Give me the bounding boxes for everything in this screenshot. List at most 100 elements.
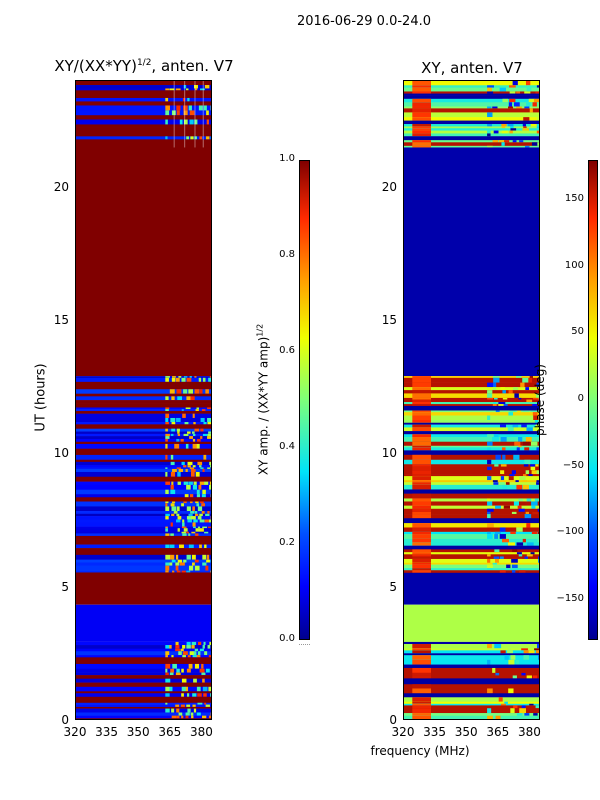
heatmap-cell — [412, 390, 431, 394]
heatmap-cell — [209, 484, 211, 490]
heatmap-cell — [177, 396, 183, 401]
heatmap-gap-2 — [194, 81, 196, 148]
heatmap-cell — [207, 417, 211, 423]
heatmap-cell — [528, 474, 533, 477]
heatmap-cell — [504, 140, 510, 143]
heatmap-row-2-30 — [404, 474, 539, 477]
heatmap-row-5-23 — [76, 715, 211, 719]
heatmap-row-2-14 — [404, 419, 539, 424]
heatmap-row-0-17 — [76, 139, 211, 143]
heatmap-row-2-58 — [76, 565, 211, 571]
heatmap-cell — [181, 461, 185, 466]
heatmap-cell — [177, 431, 180, 434]
heatmap-cell — [196, 407, 200, 410]
heatmap-cell — [537, 402, 539, 405]
phase-x-tick-label: 320 — [391, 725, 415, 739]
heatmap-row-0-21 — [404, 145, 539, 148]
heatmap-cell — [514, 568, 521, 571]
heatmap-cell — [500, 470, 505, 475]
heatmap-row-0-1 — [404, 85, 539, 88]
heatmap-cell — [171, 506, 177, 512]
heatmap-cell — [178, 468, 184, 472]
heatmap-cell — [190, 468, 196, 472]
heatmap-cell — [171, 396, 175, 401]
heatmap-cell — [518, 498, 523, 502]
heatmap-cell — [171, 559, 176, 563]
heatmap-cell — [176, 105, 181, 111]
heatmap-row-5-17 — [404, 701, 539, 705]
heatmap-cell — [183, 465, 187, 468]
heatmap-row-5-19 — [404, 705, 539, 709]
heatmap-cell — [165, 110, 170, 116]
heatmap-row-0-8 — [404, 106, 539, 109]
heatmap-cell — [203, 422, 207, 425]
heatmap-cell — [503, 404, 508, 406]
heatmap-cell — [171, 513, 175, 517]
heatmap-cell — [176, 428, 180, 432]
heatmap-cell — [188, 105, 192, 111]
heatmap-cell — [487, 523, 494, 528]
heatmap-cell — [412, 708, 431, 714]
heatmap-cell — [538, 556, 539, 559]
heatmap-cell — [412, 655, 431, 660]
amp-colorbar-label-exp: 1/2 — [255, 323, 265, 337]
amp-x-tick-label: 350 — [126, 725, 150, 739]
heatmap-cell — [196, 712, 201, 716]
heatmap-cell — [501, 130, 508, 134]
heatmap-row-5-10 — [76, 675, 211, 680]
heatmap-row-2-38 — [76, 501, 211, 504]
heatmap-cell — [187, 465, 191, 468]
heatmap-cell — [532, 397, 539, 400]
heatmap-cell — [165, 417, 169, 423]
heatmap-cell — [412, 466, 431, 471]
heatmap-row-2-40 — [404, 505, 539, 510]
amp-colorbar-tick-label: 1.0 — [279, 153, 295, 164]
heatmap-cell — [412, 126, 431, 129]
heatmap-cell — [412, 570, 431, 573]
heatmap-cell — [499, 482, 505, 485]
heatmap-cell — [526, 523, 531, 528]
heatmap-cell — [524, 447, 530, 451]
heatmap-row-2-41 — [404, 508, 539, 513]
heatmap-cell — [202, 562, 207, 566]
heatmap-cell — [165, 693, 170, 697]
heatmap-cell — [189, 376, 192, 378]
heatmap-cell — [412, 564, 431, 569]
heatmap-cell — [535, 650, 539, 654]
heatmap-row-2-23 — [76, 448, 211, 453]
heatmap-row-5-9 — [76, 672, 211, 676]
heatmap-cell — [186, 377, 192, 382]
heatmap-row-5-0 — [404, 641, 539, 645]
heatmap-cell — [182, 655, 186, 658]
heatmap-row-0-14 — [76, 130, 211, 134]
heatmap-cell — [165, 570, 169, 573]
heatmap-cell — [412, 511, 431, 515]
heatmap-cell — [516, 713, 523, 716]
amp-y-tick-label: 0 — [61, 713, 69, 727]
heatmap-row-0-18 — [76, 142, 211, 146]
heatmap-cell — [207, 526, 211, 529]
heatmap-cell — [165, 489, 169, 495]
heatmap-row-0-0 — [76, 81, 211, 86]
heatmap-row-0-4 — [76, 93, 211, 96]
heatmap-row-2-22 — [76, 443, 211, 449]
heatmap-cell — [487, 508, 494, 512]
heatmap-cell — [487, 112, 493, 118]
heatmap-cell — [524, 106, 530, 109]
heatmap-row-2-36 — [76, 494, 211, 498]
heatmap-row-0-4 — [404, 93, 539, 96]
heatmap-row-2-59 — [404, 564, 539, 569]
heatmap-cell — [206, 554, 210, 560]
heatmap-row-2-54 — [76, 550, 211, 556]
heatmap-cell — [508, 476, 514, 481]
heatmap-cell — [165, 678, 171, 683]
heatmap-cell — [522, 124, 527, 127]
heatmap-cell — [493, 130, 499, 134]
heatmap-cell — [412, 672, 431, 676]
heatmap-cell — [412, 523, 431, 528]
heatmap-cell — [412, 87, 431, 92]
heatmap-cell — [499, 534, 506, 539]
heatmap-row-0-7 — [404, 102, 539, 107]
heatmap-cell — [187, 708, 191, 713]
heatmap-cell — [412, 697, 431, 702]
